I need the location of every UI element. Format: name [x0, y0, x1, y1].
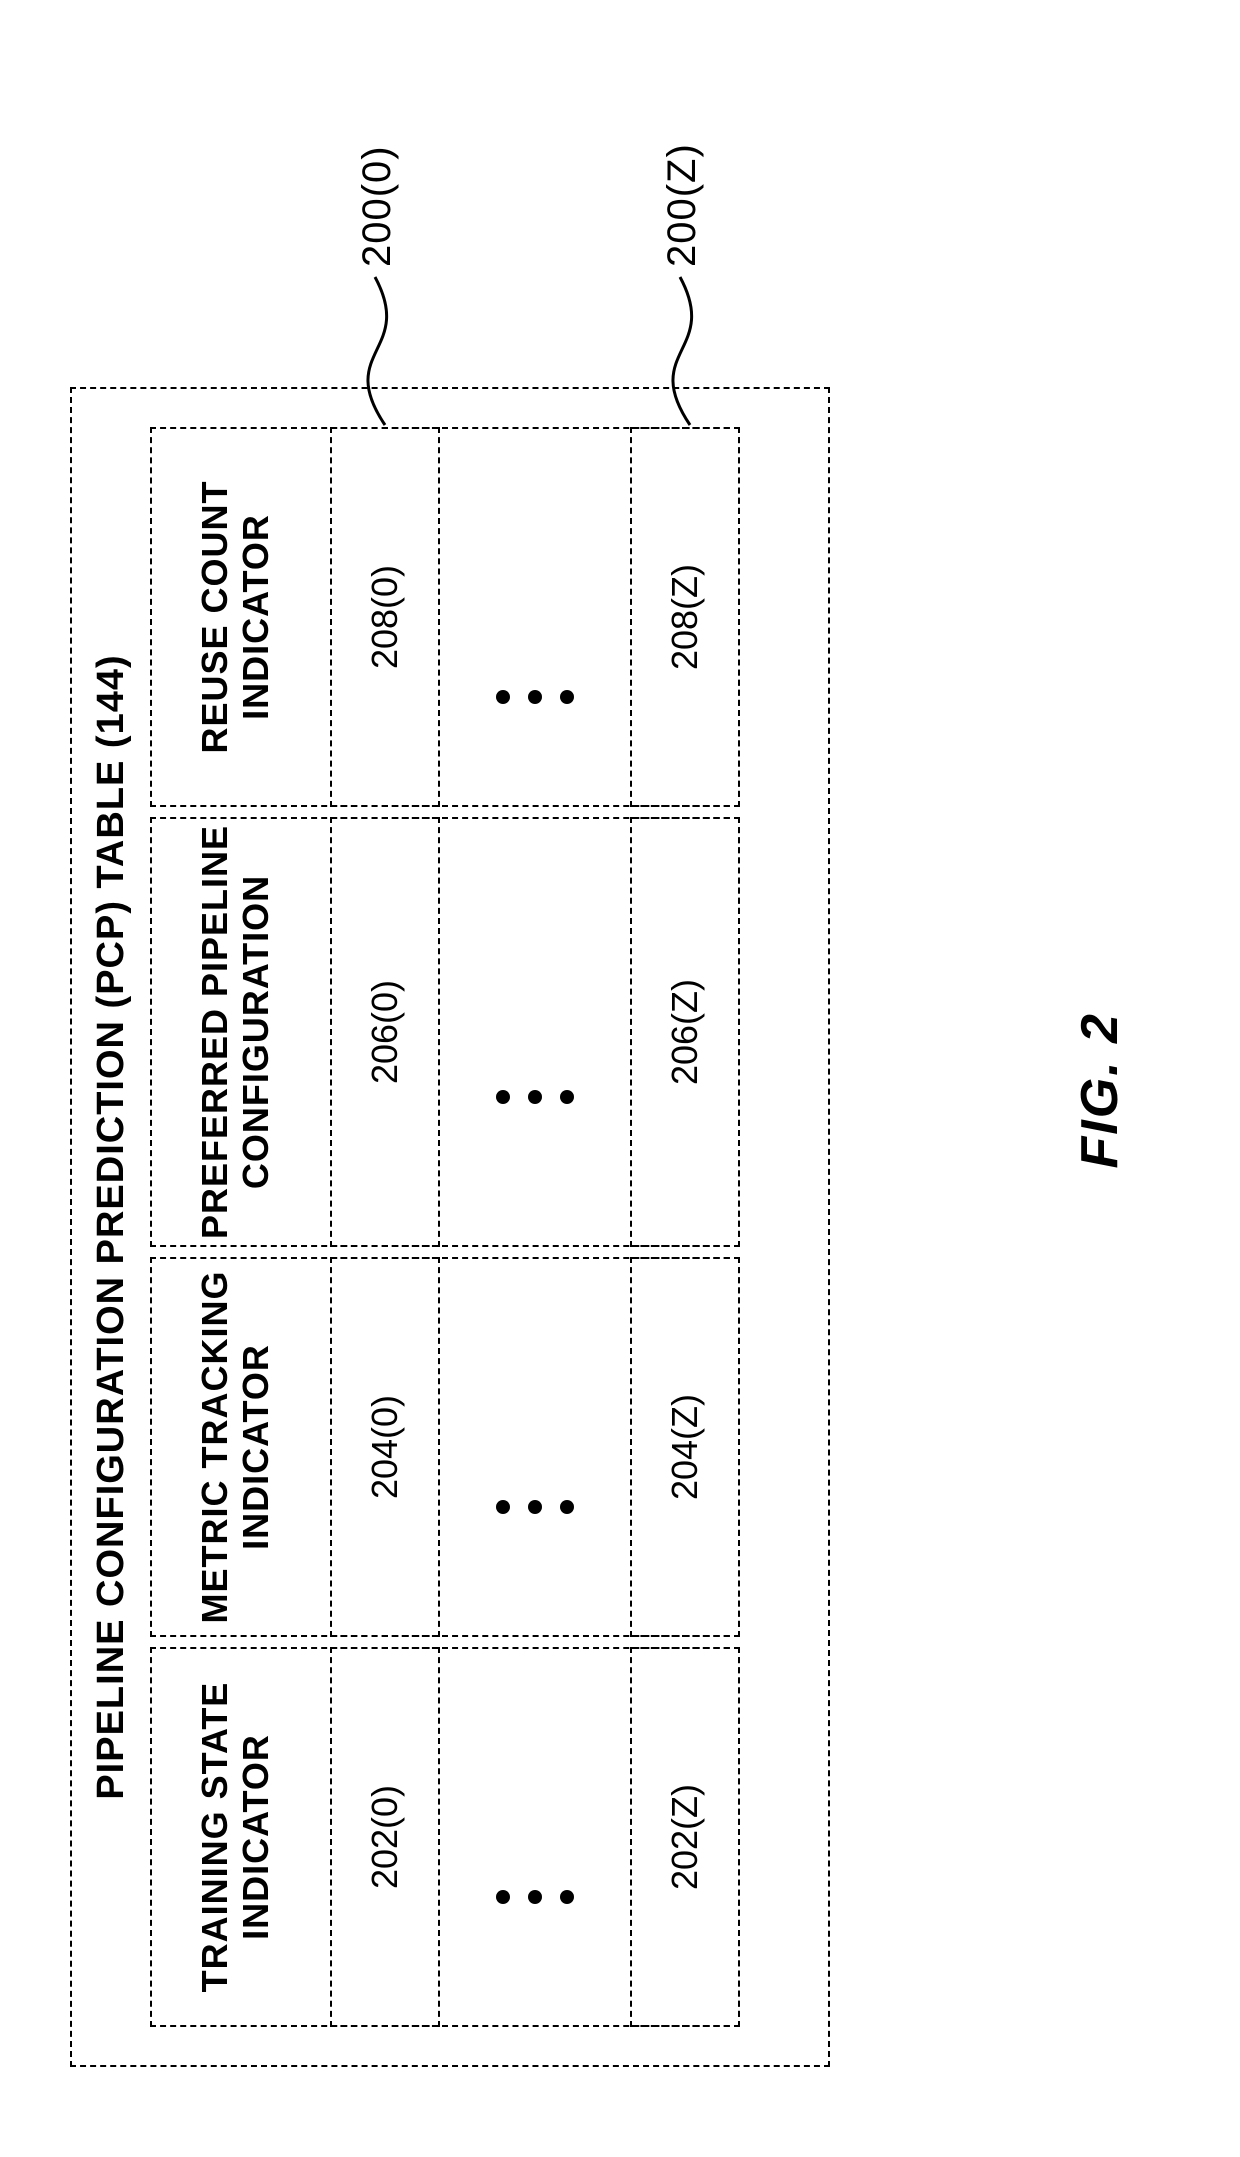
leader-lines: [0, 0, 1240, 2157]
page: PIPELINE CONFIGURATION PREDICTION (PCP) …: [0, 0, 1240, 2157]
diagram-canvas: PIPELINE CONFIGURATION PREDICTION (PCP) …: [0, 0, 1240, 2157]
figure-label: FIG. 2: [1070, 1012, 1130, 1168]
